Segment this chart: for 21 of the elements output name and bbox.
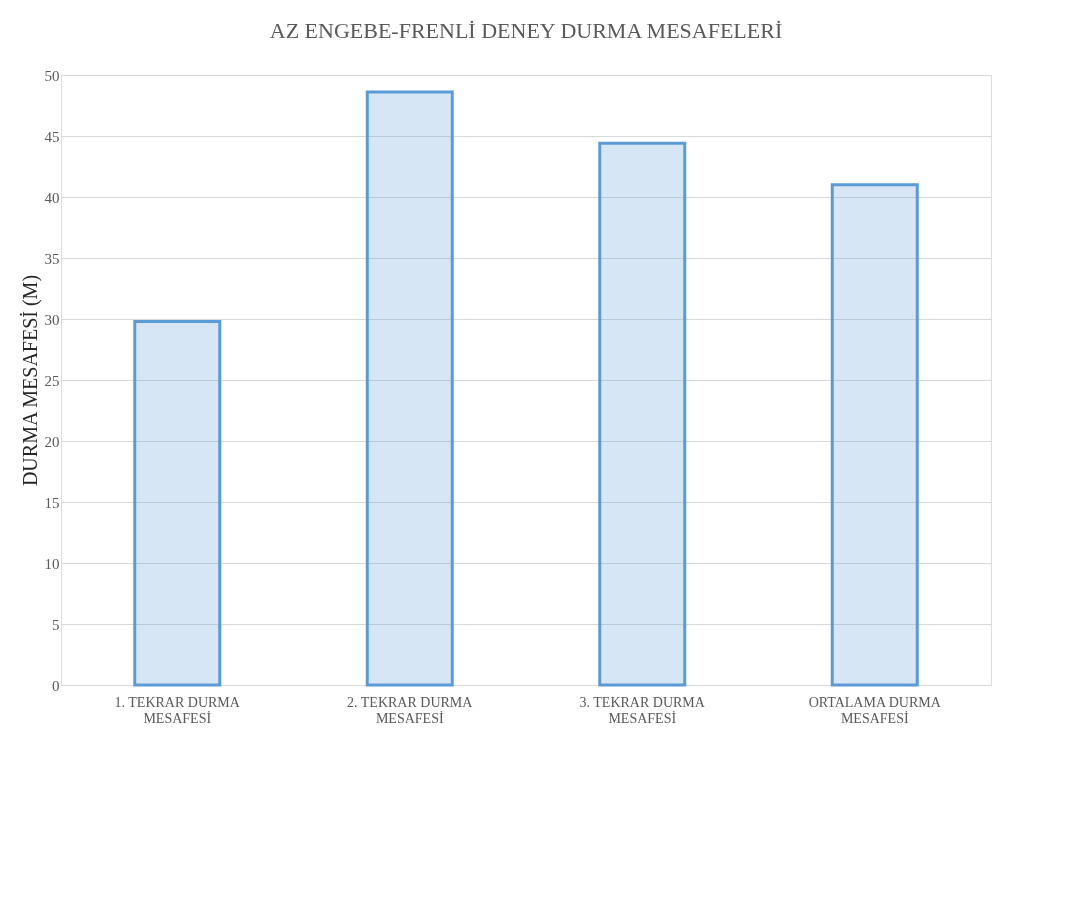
x-tick-label: 1. TEKRAR DURMA MESAFESİ: [114, 694, 241, 726]
x-tick-label: ORTALAMA DURMA MESAFESİ: [808, 694, 942, 726]
y-tick-label: 25: [44, 372, 60, 389]
y-tick-label: 0: [52, 677, 60, 694]
y-tick-label: 40: [44, 189, 60, 206]
y-tick-label: 35: [44, 250, 60, 267]
x-tick-label: 3. TEKRAR DURMA MESAFESİ: [579, 694, 706, 726]
x-tick-label: 2. TEKRAR DURMA MESAFESİ: [347, 694, 474, 726]
bar: [365, 90, 454, 687]
bar: [133, 319, 222, 687]
bar: [598, 141, 687, 687]
y-axis-title: DURMA MESAFESİ (M): [18, 274, 42, 487]
y-tick-label: 30: [44, 311, 60, 328]
y-tick-label: 45: [44, 128, 60, 145]
bar: [830, 183, 919, 687]
y-tick-label: 50: [44, 67, 60, 84]
chart-title: AZ ENGEBE-FRENLİ DENEY DURMA MESAFELERİ: [269, 18, 783, 43]
y-tick-label: 5: [52, 616, 60, 633]
y-tick-label: 20: [44, 433, 60, 450]
y-tick-label: 15: [44, 494, 60, 511]
y-tick-label: 10: [44, 555, 60, 572]
